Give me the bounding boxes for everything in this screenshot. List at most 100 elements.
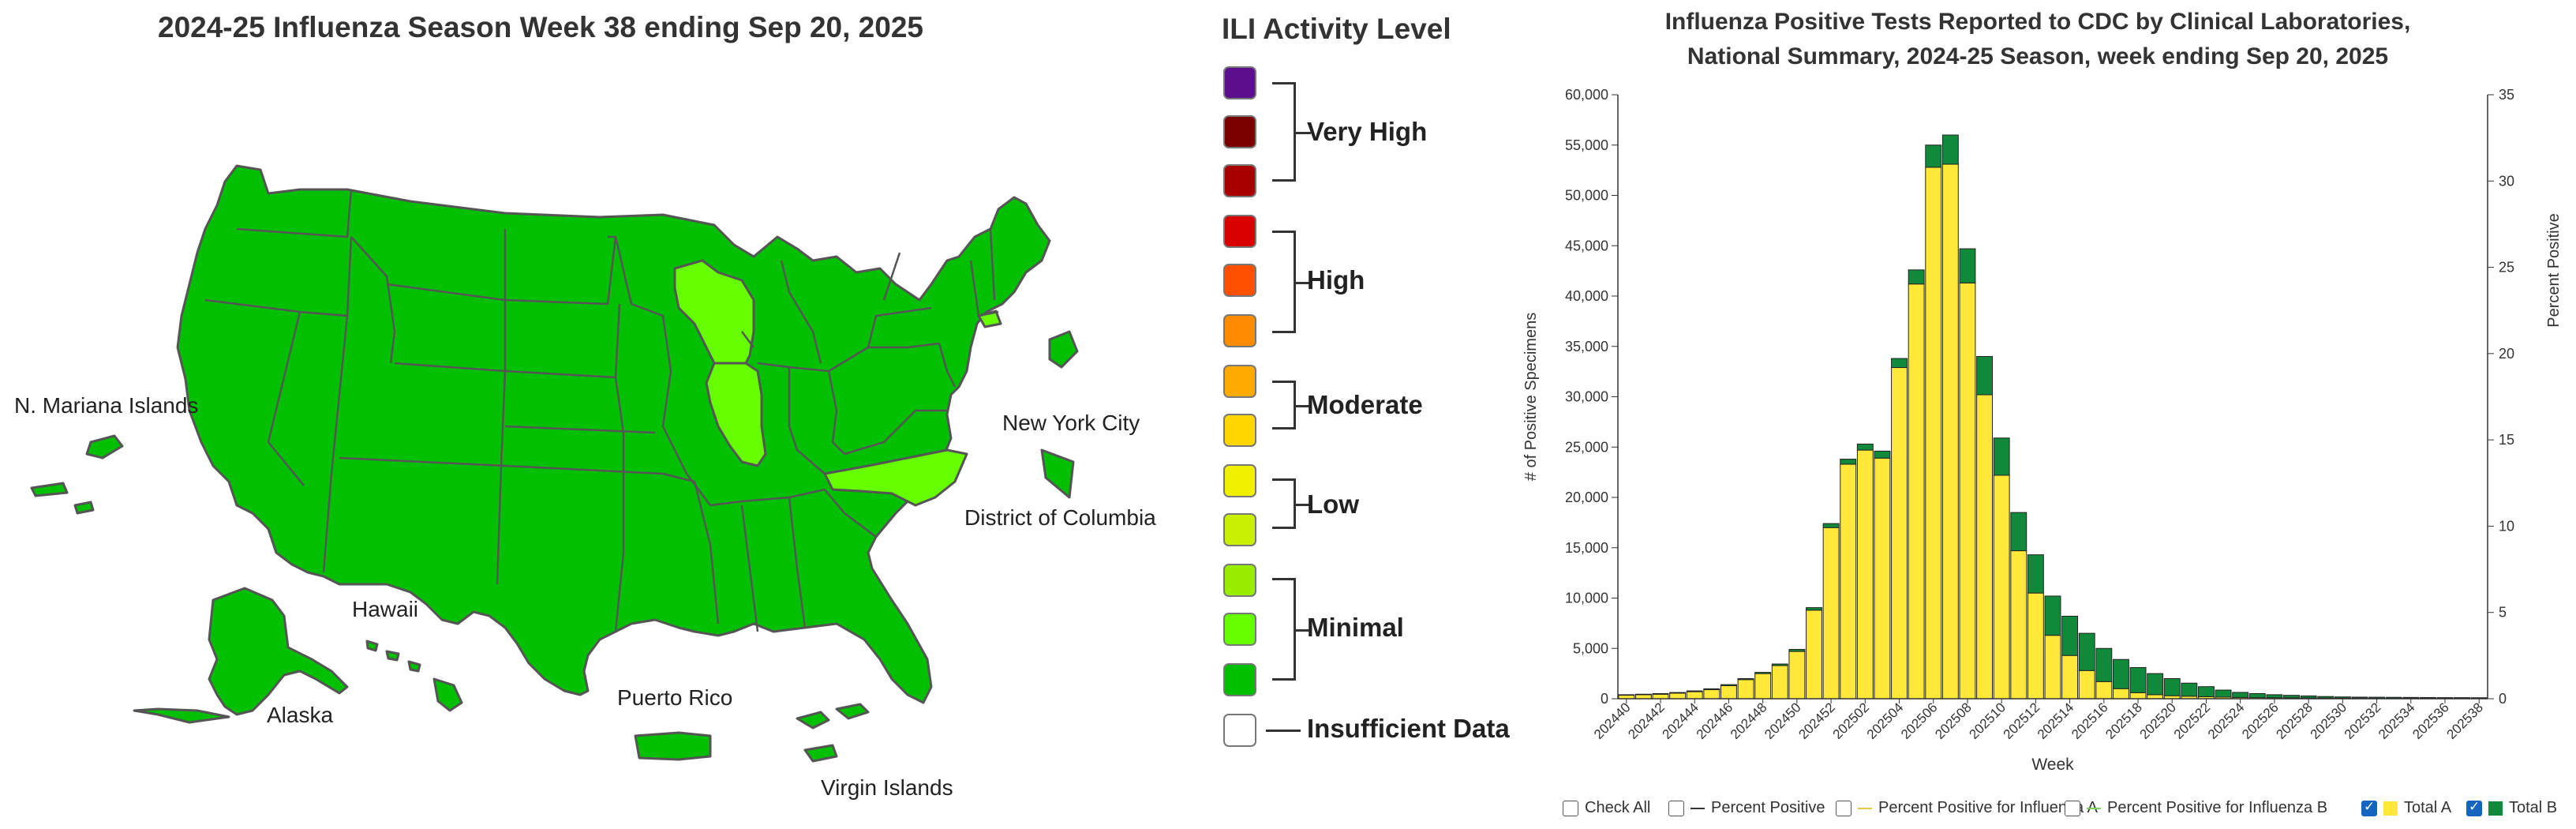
label-puerto-rico: Puerto Rico xyxy=(617,685,733,710)
y-tick-label: 10,000 xyxy=(1565,591,1608,606)
line-symbol xyxy=(1858,807,1872,809)
bar-total-b-202518 xyxy=(2129,666,2147,693)
x-tick-label: 202450 xyxy=(1762,700,1804,742)
legend-item-check-all[interactable]: Check All xyxy=(1563,799,1650,817)
bar-total-a-202447 xyxy=(1737,679,1754,700)
virgin-islands[interactable] xyxy=(796,711,830,730)
mariana-islands[interactable] xyxy=(85,434,124,460)
checkbox[interactable] xyxy=(1836,800,1852,816)
x-axis-title: Week xyxy=(2031,756,2074,774)
x-tick-label: 202502 xyxy=(1830,700,1873,742)
legend-title: ILI Activity Level xyxy=(1222,13,1451,45)
legend-swatch-11 xyxy=(1223,613,1256,646)
x-tick-label: 202448 xyxy=(1728,700,1770,742)
legend-item-total-b[interactable]: Total B xyxy=(2466,799,2557,817)
x-tick-label: 202524 xyxy=(2205,700,2248,742)
label-dc: District of Columbia xyxy=(964,505,1156,530)
x-tick-label: 202532 xyxy=(2342,700,2384,742)
y-tick-label: 50,000 xyxy=(1565,188,1608,204)
x-tick-label: 202538 xyxy=(2443,700,2486,742)
y-tick-label: 20,000 xyxy=(1565,490,1608,505)
flu-positive-tests-chart: 0 5,000 10,000 15,000 20,000 25,000 30,000 35,0… xyxy=(1522,87,2563,774)
contiguous-us[interactable] xyxy=(176,164,1051,704)
bar-total-b-202450 xyxy=(1788,649,1806,652)
x-tick-label: 202512 xyxy=(2001,700,2043,742)
y2-tick-label: 20 xyxy=(2499,346,2514,362)
nyc-box[interactable] xyxy=(1048,330,1079,369)
y-tick-label: 5,000 xyxy=(1573,640,1608,656)
bar-total-b-202519 xyxy=(2147,673,2164,696)
state-hawaii[interactable] xyxy=(432,677,463,712)
bar-total-a-202445 xyxy=(1703,689,1720,700)
state-illinois[interactable] xyxy=(705,362,767,467)
x-tick-label: 202514 xyxy=(2035,700,2077,742)
bar-total-a-202519 xyxy=(2147,694,2164,700)
legend-item-percent-positive-for-influenza-a[interactable]: Percent Positive for Influenza A xyxy=(1836,799,2098,817)
bar-total-a-202450 xyxy=(1788,651,1806,700)
y-tick-label: 45,000 xyxy=(1565,238,1608,253)
bar-total-b-202441 xyxy=(1634,693,1652,696)
checkbox[interactable] xyxy=(2065,800,2080,816)
x-tick-label: 202518 xyxy=(2102,700,2145,742)
checkbox[interactable] xyxy=(1563,800,1578,816)
legend-swatch-9 xyxy=(1223,513,1256,546)
legend-swatch-8 xyxy=(1223,464,1256,497)
dc-box[interactable] xyxy=(1040,448,1075,499)
legend-swatch-5 xyxy=(1223,314,1256,347)
checkbox[interactable] xyxy=(2361,799,2377,816)
state-alaska[interactable] xyxy=(208,587,349,716)
legend-item-percent-positive-for-influenza-b[interactable]: Percent Positive for Influenza B xyxy=(2065,799,2327,817)
bar-total-b-202507 xyxy=(1941,134,1959,165)
bar-total-b-202520 xyxy=(2163,678,2181,696)
x-tick-label: 202442 xyxy=(1625,700,1668,742)
bar-total-b-202503 xyxy=(1874,450,1891,459)
bar-total-b-202444 xyxy=(1686,690,1703,692)
legend-swatch-0 xyxy=(1223,66,1256,99)
bar-total-b-202511 xyxy=(2010,512,2027,552)
checkbox[interactable] xyxy=(1668,800,1684,816)
bar-total-a-202502 xyxy=(1856,449,1874,700)
bar-total-a-202444 xyxy=(1686,691,1703,700)
y2-tick-label: 15 xyxy=(2499,432,2514,448)
bar-total-b-202447 xyxy=(1737,678,1754,681)
bar-total-b-202508 xyxy=(1959,248,1976,283)
state-north-carolina[interactable] xyxy=(823,448,968,507)
bar-total-b-202442 xyxy=(1652,692,1669,695)
bar-total-b-202504 xyxy=(1891,358,1908,369)
bar-total-b-202501 xyxy=(1840,459,1857,465)
bracket-very-high xyxy=(1272,82,1311,182)
y2-tick-label: 35 xyxy=(2499,87,2514,103)
legend-item-percent-positive[interactable]: Percent Positive xyxy=(1668,799,1825,817)
bar-total-b-202452 xyxy=(1822,523,1840,528)
legend-swatch-6 xyxy=(1223,365,1256,398)
legend-item-label: Check All xyxy=(1585,799,1651,816)
bar-total-b-202523 xyxy=(2215,689,2232,698)
bar-total-b-202515 xyxy=(2078,632,2095,671)
label-nyc: New York City xyxy=(1002,411,1140,435)
bar-total-b-202537 xyxy=(2454,697,2471,699)
x-tick-label: 202446 xyxy=(1694,700,1736,742)
legend-item-total-a[interactable]: Total A xyxy=(2361,799,2451,817)
x-tick-label: 202444 xyxy=(1660,700,1702,742)
bar-total-a-202448 xyxy=(1754,673,1772,700)
us-ili-map xyxy=(30,164,1079,763)
x-tick-label: 202440 xyxy=(1591,700,1634,742)
checkbox[interactable] xyxy=(2466,799,2482,816)
bar-total-a-202515 xyxy=(2078,670,2095,700)
bar-total-b-202505 xyxy=(1908,269,1925,285)
y-tick-label: 60,000 xyxy=(1565,87,1608,103)
bar-total-a-202501 xyxy=(1840,463,1857,700)
legend-swatch-13 xyxy=(1223,714,1256,747)
x-tick-label: 202508 xyxy=(1932,700,1975,742)
bar-total-a-202451 xyxy=(1806,610,1822,700)
map-title: 2024-25 Influenza Season Week 38 ending … xyxy=(158,11,923,43)
y-tick-label: 30,000 xyxy=(1565,389,1608,405)
bar-total-a-202446 xyxy=(1720,685,1737,700)
state-wisconsin[interactable] xyxy=(673,259,755,365)
bar-total-b-202512 xyxy=(2027,554,2044,594)
bar-total-a-202516 xyxy=(2095,681,2113,700)
x-tick-label: 202452 xyxy=(1795,700,1838,742)
puerto-rico[interactable] xyxy=(634,731,712,761)
bar-total-a-202513 xyxy=(2044,635,2061,700)
legend-high: High xyxy=(1307,265,1365,294)
